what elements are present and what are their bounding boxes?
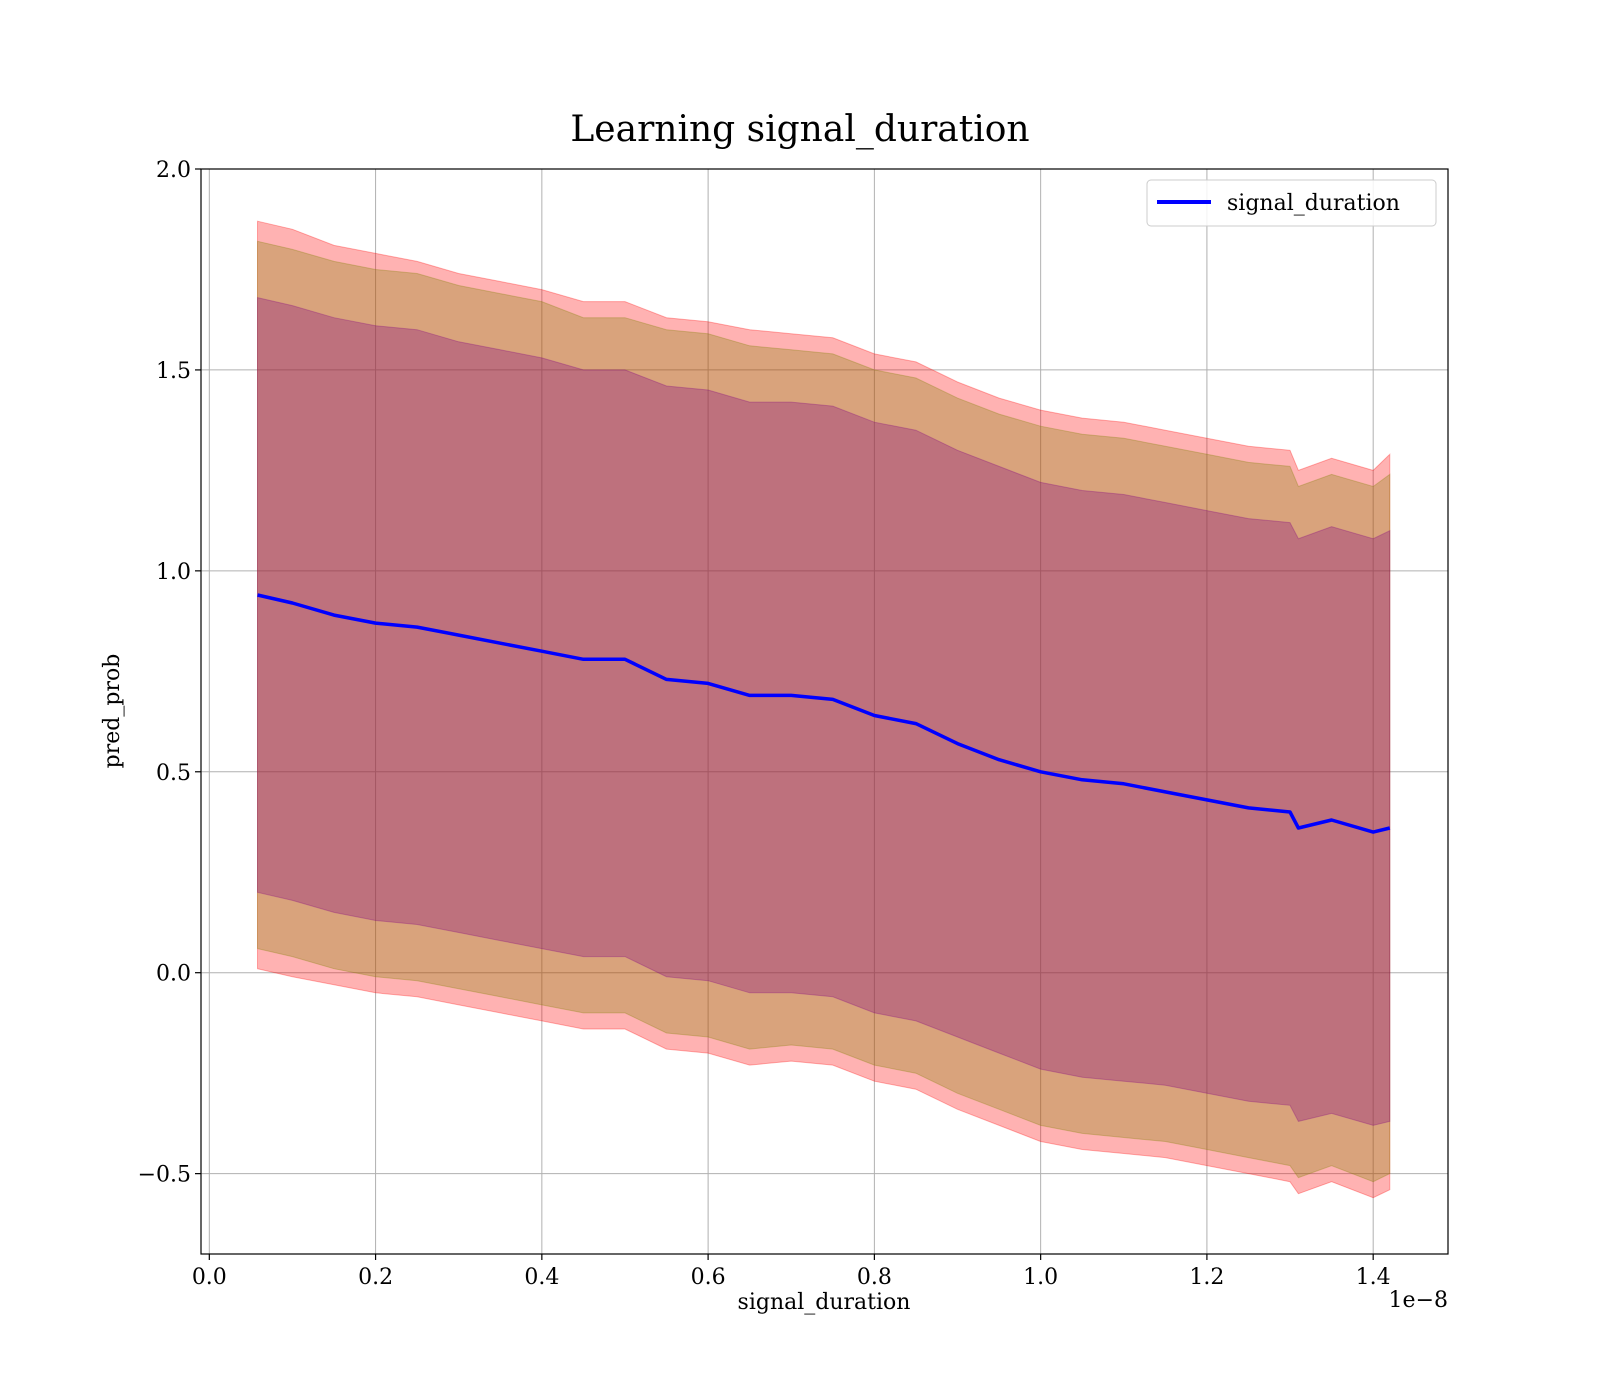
x-tick-label: 0.4: [524, 1265, 559, 1290]
y-tick-label: 0.5: [156, 761, 191, 786]
chart-title: Learning signal_duration: [570, 109, 1029, 150]
y-tick-label: −0.5: [138, 1163, 191, 1188]
confidence-band-1: [257, 240, 1391, 1183]
confidence-bands: [257, 220, 1391, 1199]
x-axis-label: signal_duration: [738, 1290, 911, 1315]
y-axis-label: pred_prob: [100, 654, 125, 769]
y-axis-ticks: −0.5 0.0 0.5 1.0 1.5 2.0: [138, 158, 201, 1188]
y-tick-label: 1.0: [156, 560, 191, 585]
y-tick-label: 0.0: [156, 962, 191, 987]
confidence-band-0: [257, 220, 1391, 1199]
y-tick-label: 2.0: [156, 158, 191, 183]
x-tick-label: 0.8: [857, 1265, 892, 1290]
confidence-band-2: [257, 296, 1391, 1126]
x-axis-offset-label: 1e−8: [1389, 1288, 1448, 1313]
x-tick-label: 0.6: [691, 1265, 726, 1290]
series-line-signal_duration: [257, 593, 1391, 834]
legend-box: [1146, 179, 1437, 227]
x-axis-ticks: 0.0 0.2 0.4 0.6 0.8 1.0 1.2 1.4: [192, 1254, 1391, 1290]
plot-frame: [200, 168, 1449, 1255]
y-tick-label: 1.5: [156, 359, 191, 384]
legend-label: signal_duration: [1227, 191, 1400, 216]
x-tick-label: 1.4: [1356, 1265, 1391, 1290]
x-tick-label: 0.2: [358, 1265, 393, 1290]
x-tick-label: 0.0: [192, 1265, 227, 1290]
legend: signal_duration: [1146, 179, 1437, 227]
x-tick-label: 1.2: [1189, 1265, 1224, 1290]
x-tick-label: 1.0: [1023, 1265, 1058, 1290]
series-lines: [257, 593, 1391, 834]
